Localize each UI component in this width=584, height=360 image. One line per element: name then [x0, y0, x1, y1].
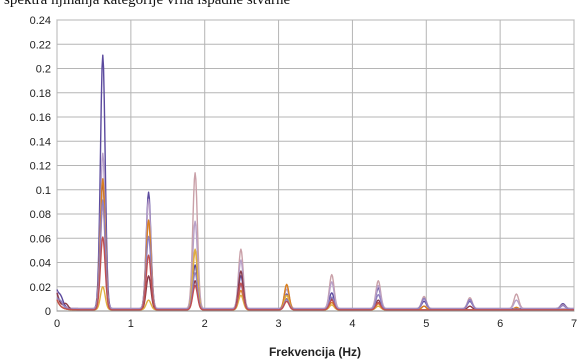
- y-tick-labels: 0 0.02 0.04 0.06 0.08 0.1 0.12 0.14 0.16 0.18 0.2 0…: [30, 15, 51, 318]
- y-tick-label: 0.18: [30, 88, 51, 100]
- y-tick-label: 0: [45, 306, 51, 318]
- y-tick-label: 0.2: [36, 64, 51, 76]
- y-tick-label: 0.14: [30, 136, 51, 148]
- y-tick-label: 0.04: [30, 258, 51, 270]
- y-tick-label: 0.08: [30, 209, 51, 221]
- x-tick-label: 7: [571, 318, 577, 330]
- x-tick-labels: 0 1 2 3 4 5 6 7: [54, 318, 577, 330]
- x-tick-label: 2: [202, 318, 208, 330]
- series-line-8: [56, 236, 574, 311]
- x-tick-label: 6: [497, 318, 503, 330]
- x-tick-label: 4: [349, 318, 355, 330]
- y-tick-label: 0.22: [30, 39, 51, 51]
- x-tick-label: 0: [54, 318, 60, 330]
- y-tick-label: 0.02: [30, 282, 51, 294]
- x-axis-label: Frekvencija (Hz): [269, 345, 361, 359]
- y-tick-label: 0.24: [30, 15, 51, 27]
- y-tick-label: 0.12: [30, 161, 51, 173]
- caption-fragment: spektra njihanja kategorije vrha ispadne…: [4, 0, 291, 8]
- x-tick-label: 1: [128, 318, 134, 330]
- y-tick-label: 0.16: [30, 112, 51, 124]
- y-tick-label: 0.06: [30, 233, 51, 245]
- x-tick-label: 5: [423, 318, 429, 330]
- y-tick-label: 0.1: [36, 185, 51, 197]
- x-tick-label: 3: [276, 318, 282, 330]
- series-lines: [56, 54, 574, 311]
